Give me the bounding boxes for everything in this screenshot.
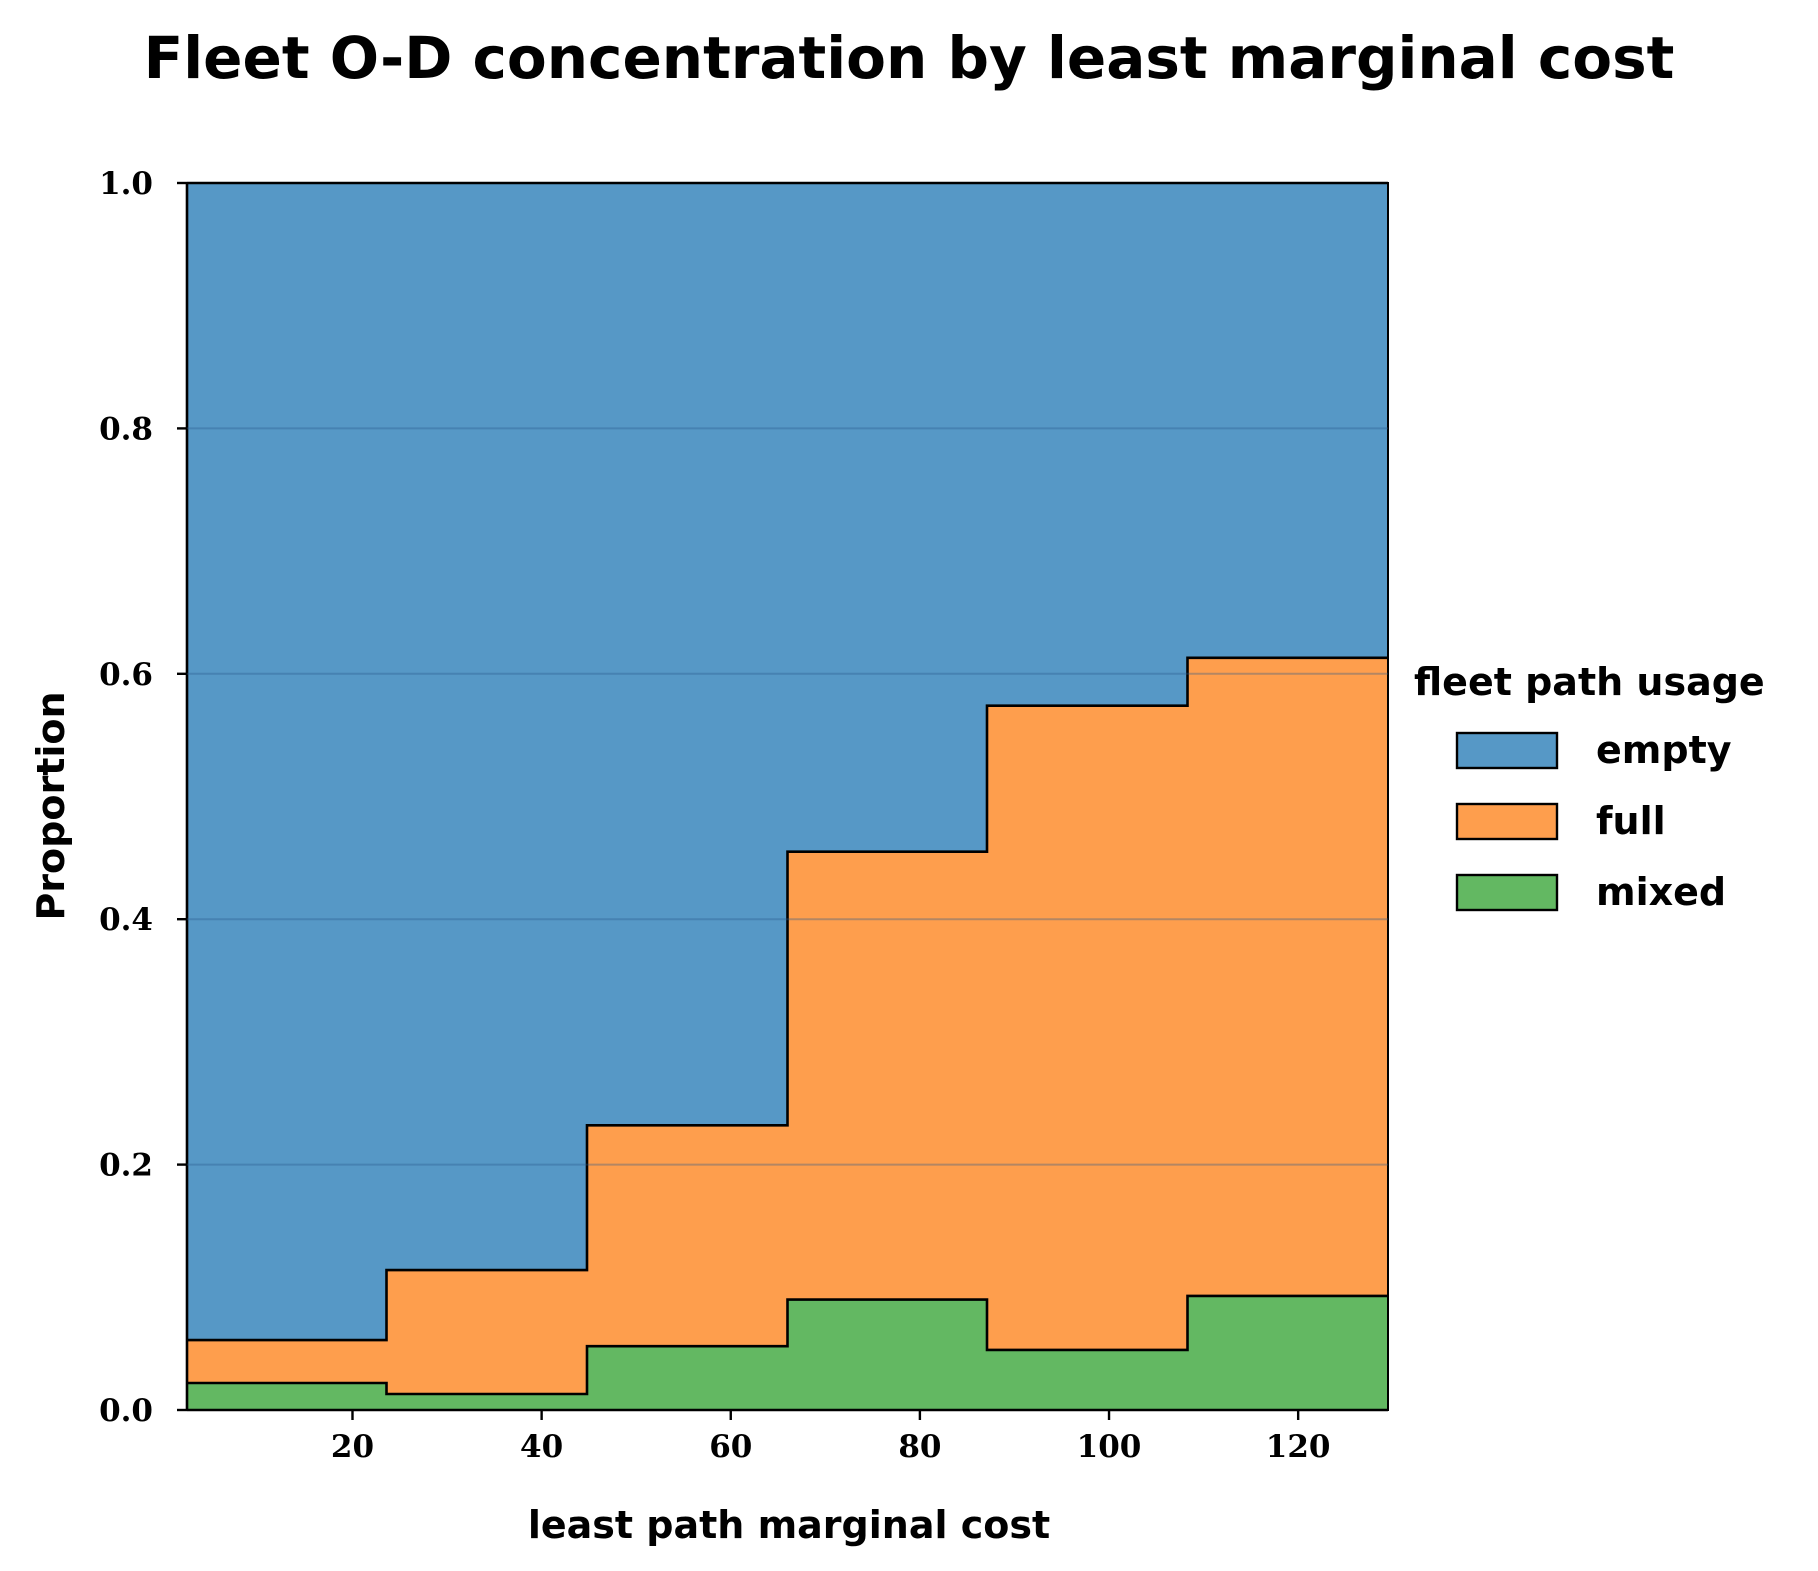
axes: 20 40 60 80 100 120 0.0 0.2 0.4 0.6 0.8 1.0: [99, 166, 1389, 1465]
area-mixed: [187, 1295, 1388, 1410]
legend-swatch-empty: [1455, 731, 1559, 770]
x-tick-label: 60: [709, 1429, 752, 1465]
legend-swatch-mixed: [1455, 873, 1559, 912]
legend: fleet path usage empty full mixed: [1414, 660, 1765, 914]
grid-lines: [187, 427, 1388, 1166]
x-tick-label: 120: [1266, 1429, 1331, 1465]
outline-full: [187, 656, 1388, 1342]
legend-label-mixed: mixed: [1596, 870, 1726, 914]
y-tick-label: 0.2: [99, 1148, 153, 1184]
outline-mixed: [187, 1294, 1388, 1396]
x-tick-label: 20: [331, 1429, 374, 1465]
y-tick-label: 0.4: [99, 902, 153, 938]
y-tick-label: 1.0: [99, 166, 153, 202]
area-empty: [187, 183, 1388, 1341]
legend-swatch-full: [1455, 802, 1559, 841]
x-tick-label: 100: [1077, 1429, 1142, 1465]
y-axis-label: Proportion: [29, 691, 73, 920]
stacked-areas: [187, 181, 1388, 1410]
legend-title: fleet path usage: [1414, 660, 1765, 704]
legend-label-full: full: [1596, 799, 1666, 843]
y-tick-label: 0.6: [99, 657, 153, 693]
legend-label-empty: empty: [1596, 728, 1732, 772]
chart-title: Fleet O-D concentration by least margina…: [144, 24, 1675, 92]
y-tick-label: 0.8: [99, 411, 153, 447]
x-tick-label: 80: [898, 1429, 941, 1465]
x-tick-label: 40: [520, 1429, 563, 1465]
x-axis-label: least path marginal cost: [528, 1503, 1050, 1547]
y-tick-label: 0.0: [99, 1393, 153, 1429]
